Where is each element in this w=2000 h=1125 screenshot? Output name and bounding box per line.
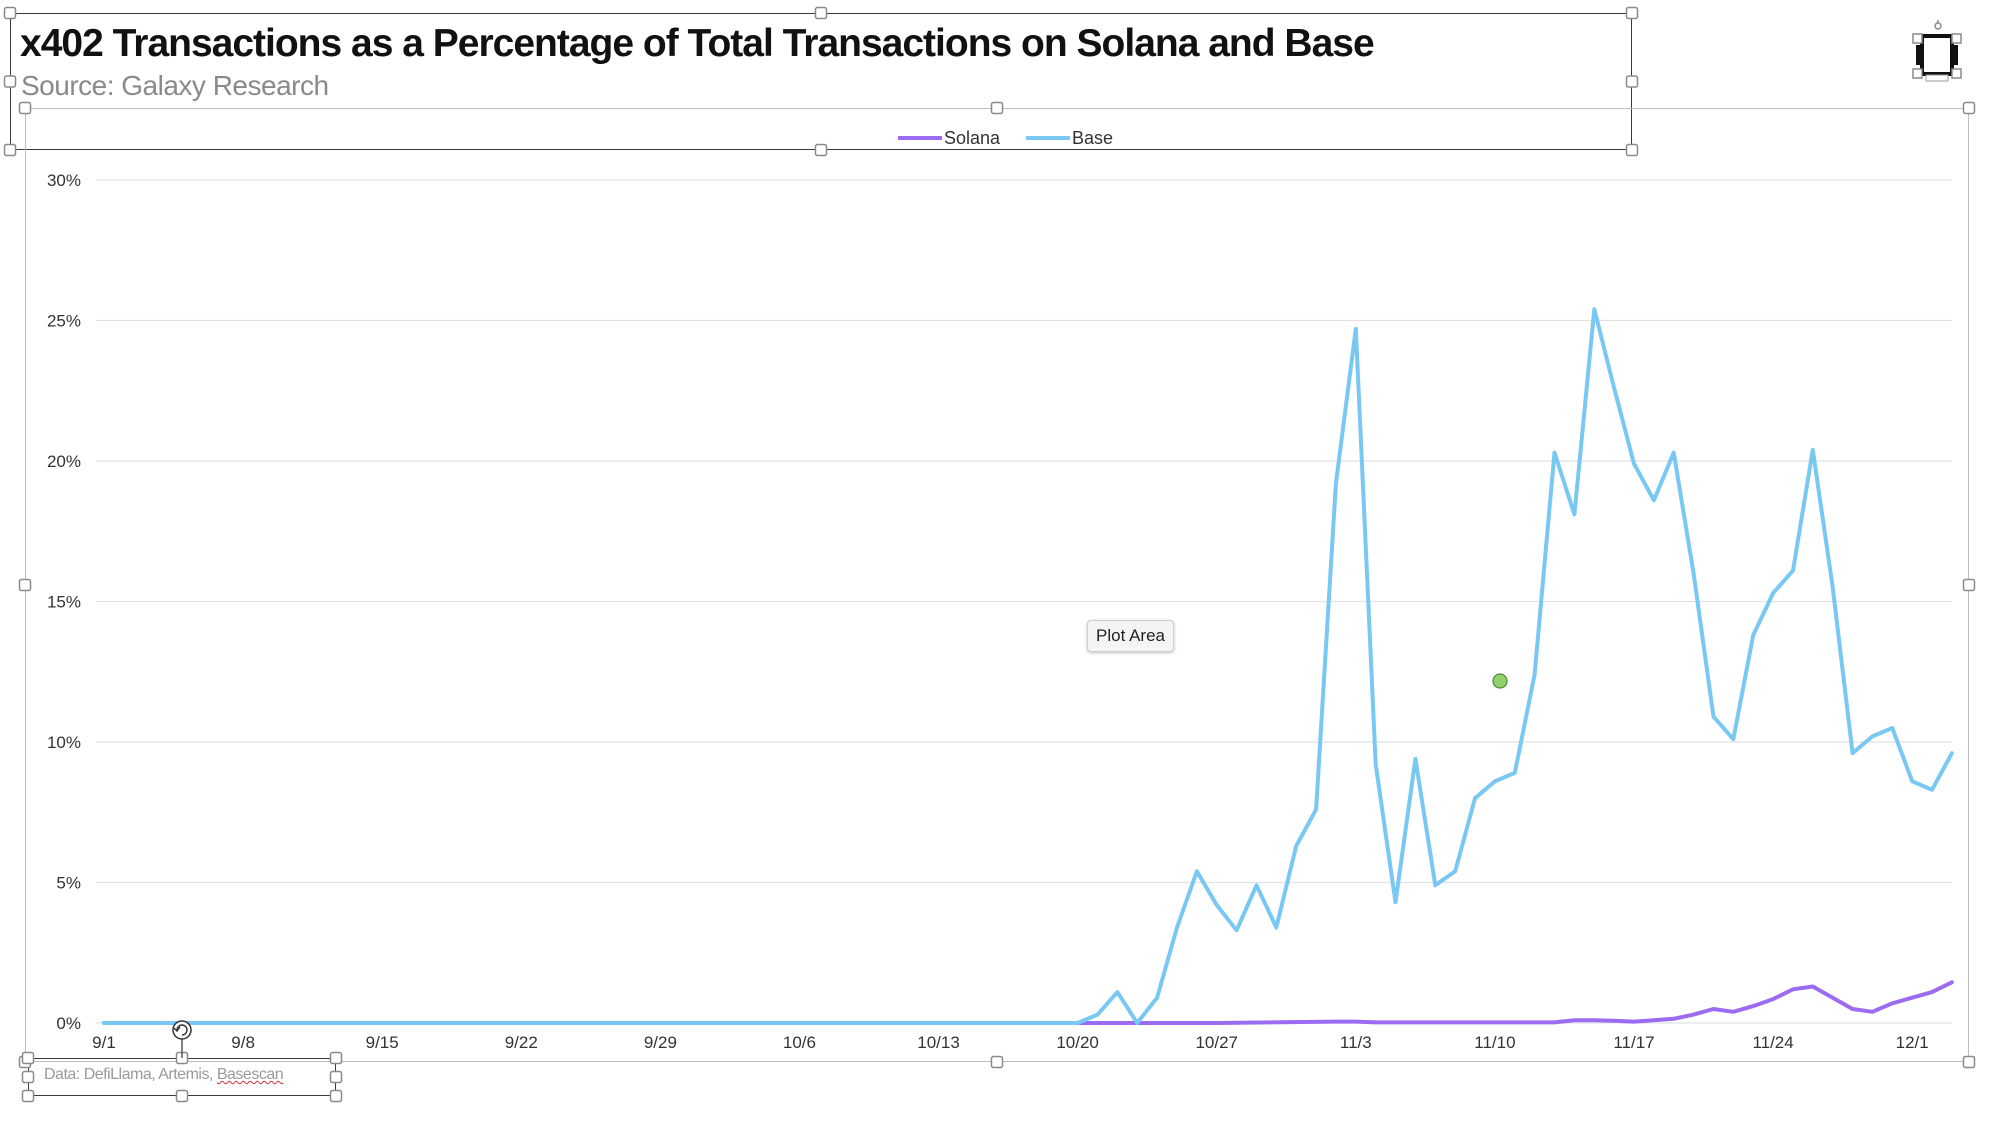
x-tick-label: 11/17 — [1613, 1033, 1654, 1052]
resize-handle[interactable] — [21, 1070, 35, 1084]
galaxy-logo[interactable] — [1910, 20, 1966, 88]
legend-label-base: Base — [1072, 128, 1113, 148]
resize-handle[interactable] — [1962, 578, 1976, 592]
resize-handle[interactable] — [814, 143, 828, 157]
x-tick-label: 10/13 — [917, 1033, 960, 1052]
resize-handle[interactable] — [21, 1089, 35, 1103]
resize-handle[interactable] — [3, 6, 17, 20]
y-tick-label: 25% — [47, 312, 81, 331]
chart-subtitle: Source: Galaxy Research — [21, 70, 329, 101]
selection-point-marker[interactable] — [1492, 673, 1508, 689]
resize-handle[interactable] — [329, 1089, 343, 1103]
legend[interactable]: Solana Base — [898, 128, 1113, 148]
x-tick-label: 9/8 — [231, 1033, 255, 1052]
footnote-spellcheck-word: Basescan — [216, 1066, 284, 1083]
x-tick-label: 10/20 — [1056, 1033, 1099, 1052]
resize-handle[interactable] — [1962, 1055, 1976, 1069]
y-tick-label: 30% — [47, 171, 81, 190]
y-tick-label: 15% — [47, 593, 81, 612]
x-tick-label: 11/3 — [1340, 1033, 1372, 1052]
x-tick-label: 10/27 — [1195, 1033, 1238, 1052]
rotate-icon[interactable] — [172, 1020, 192, 1040]
x-tick-label: 9/15 — [366, 1033, 399, 1052]
resize-handle[interactable] — [3, 75, 17, 88]
selection-handles[interactable] — [3, 6, 1976, 1103]
y-tick-label: 5% — [56, 874, 81, 893]
x-tick-label: 9/1 — [92, 1033, 116, 1052]
series-lines[interactable] — [102, 307, 1954, 1025]
resize-handle[interactable] — [1625, 143, 1639, 157]
resize-handle[interactable] — [1625, 75, 1639, 88]
data-source-footnote: Data: DefiLlama, Artemis, Basescan — [44, 1066, 284, 1084]
resize-handle[interactable] — [175, 1089, 189, 1103]
resize-handle[interactable] — [990, 101, 1004, 115]
y-tick-label: 20% — [47, 452, 81, 471]
x-axis-tick-labels: 9/1 9/8 9/15 9/22 9/29 10/6 10/13 10/20 10/27 11/… — [92, 1033, 1929, 1052]
x-tick-label: 10/6 — [783, 1033, 816, 1052]
x-tick-label: 9/29 — [644, 1033, 677, 1052]
gridlines — [96, 179, 1952, 1024]
resize-handle[interactable] — [1962, 101, 1976, 115]
resize-handle[interactable] — [329, 1051, 343, 1065]
chart-title: x402 Transactions as a Percentage of Tot… — [20, 22, 1375, 65]
resize-handle[interactable] — [21, 1051, 35, 1065]
resize-handle[interactable] — [18, 578, 32, 592]
resize-handle[interactable] — [329, 1070, 343, 1084]
series-line-solana[interactable] — [102, 980, 1954, 1025]
series-line-base[interactable] — [102, 307, 1954, 1025]
x-tick-label: 12/1 — [1896, 1033, 1929, 1052]
resize-handle[interactable] — [18, 101, 32, 115]
x-tick-label: 11/10 — [1474, 1033, 1515, 1052]
rotate-handle[interactable] — [172, 1020, 192, 1058]
resize-handle[interactable] — [1625, 6, 1639, 20]
y-tick-label: 10% — [47, 733, 81, 752]
galaxy-logo-icon — [1912, 20, 1962, 82]
resize-handle[interactable] — [814, 6, 828, 20]
footnote-sources: Data: DefiLlama, Artemis, — [44, 1066, 217, 1083]
legend-label-solana: Solana — [944, 128, 1001, 148]
y-tick-label: 0% — [56, 1014, 81, 1033]
resize-handle[interactable] — [990, 1055, 1004, 1069]
x-tick-label: 9/22 — [505, 1033, 538, 1052]
plot-area-tooltip: Plot Area — [1087, 620, 1174, 652]
y-axis-tick-labels: 0% 5% 10% 15% 20% 25% 30% — [47, 171, 81, 1033]
x-tick-label: 11/24 — [1752, 1033, 1793, 1052]
resize-handle[interactable] — [3, 143, 17, 157]
